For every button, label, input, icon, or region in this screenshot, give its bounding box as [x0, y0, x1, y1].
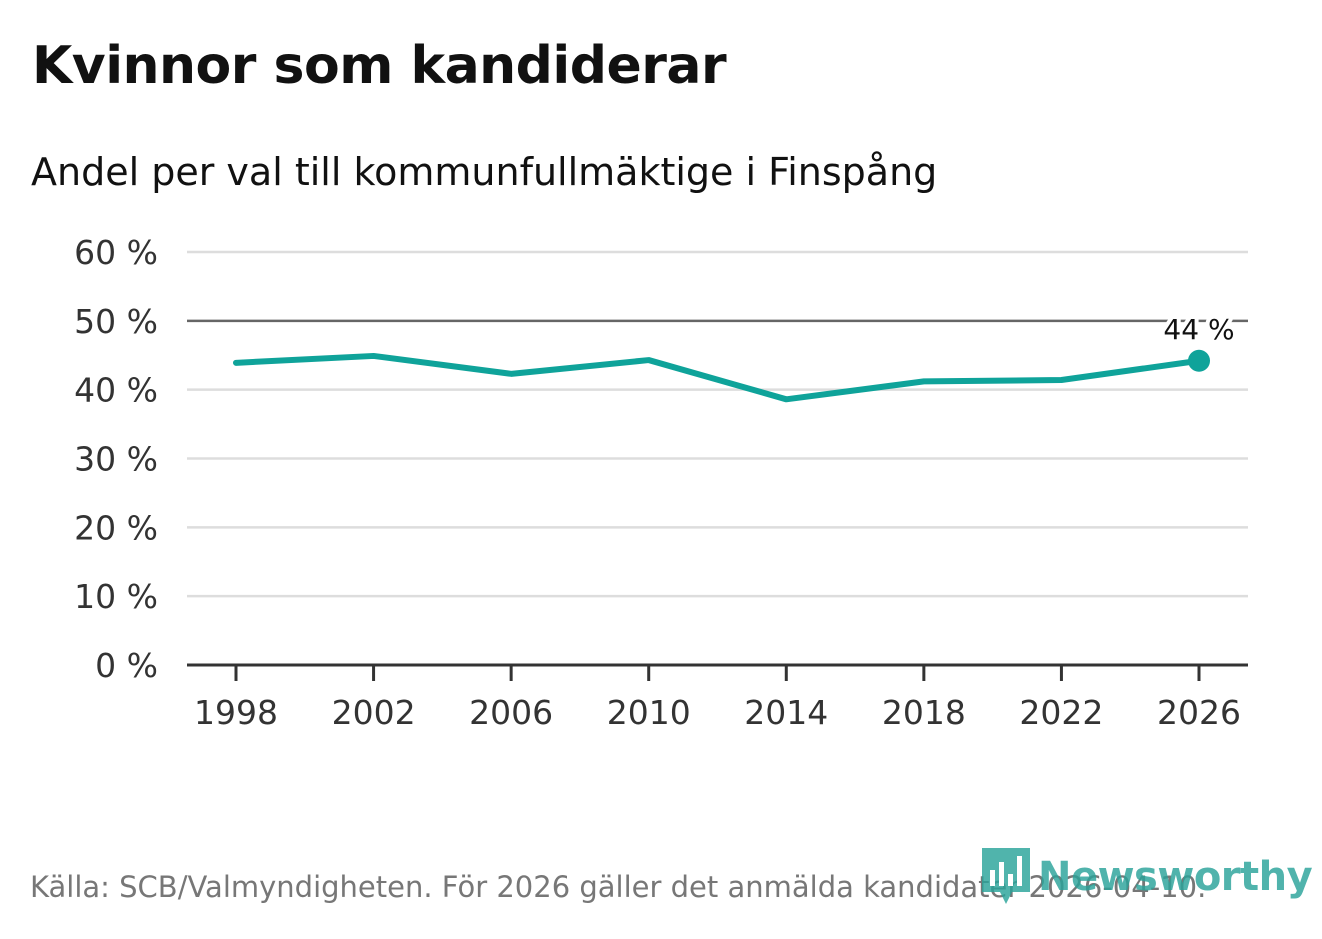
x-tick-label-2010: 2010: [607, 693, 691, 732]
x-axis: 1998 2002 2006 2010 2014 2018 2022 2026: [187, 663, 1248, 732]
brand-logo: Newsworthy: [982, 848, 1313, 906]
y-tick-label-60: 60 %: [74, 233, 158, 272]
y-axis-tick-labels: 0 % 10 % 20 % 30 % 40 % 50 % 60 %: [74, 233, 158, 685]
data-label-2026: 44 %: [1163, 313, 1234, 346]
y-tick-label-50: 50 %: [74, 302, 158, 341]
chart-title: Kvinnor som kandiderar: [32, 36, 727, 96]
y-tick-label-40: 40 %: [74, 371, 158, 410]
y-tick-label-0: 0 %: [95, 646, 158, 685]
data-label-halo: 44 %: [1163, 313, 1234, 346]
x-tick-label-1998: 1998: [194, 693, 278, 732]
y-tick-label-30: 30 %: [74, 440, 158, 479]
x-tick-label-2022: 2022: [1019, 693, 1103, 732]
newsworthy-logo-icon: [982, 848, 1030, 904]
y-tick-label-10: 10 %: [74, 577, 158, 616]
chart-subtitle: Andel per val till kommunfullmäktige i F…: [31, 150, 938, 194]
series-andel-kvinnor: 44 %44 %: [233, 309, 1239, 403]
x-tick-label-2006: 2006: [469, 693, 553, 732]
brand-name: Newsworthy: [1038, 854, 1313, 900]
x-tick-label-2018: 2018: [882, 693, 966, 732]
y-tick-label-20: 20 %: [74, 508, 158, 547]
data-point-2026: [1188, 349, 1210, 372]
gridlines: [187, 250, 1248, 598]
x-tick-label-2002: 2002: [332, 693, 416, 732]
x-tick-label-2026: 2026: [1157, 693, 1241, 732]
series-line-andel-kvinnor: [233, 352, 1202, 403]
x-tick-label-2014: 2014: [744, 693, 828, 732]
